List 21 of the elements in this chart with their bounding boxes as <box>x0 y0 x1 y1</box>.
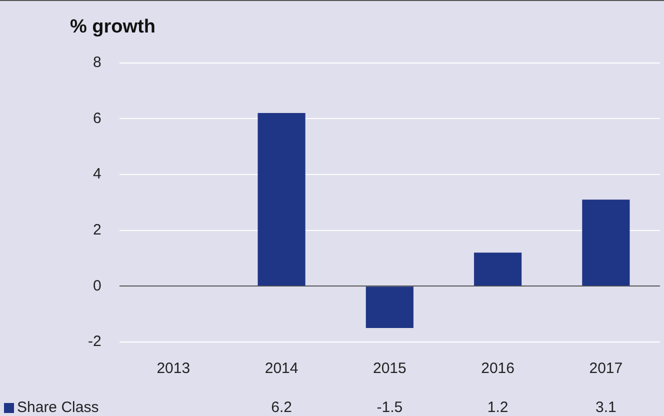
legend-label: Share Class <box>17 399 99 416</box>
bar <box>258 113 306 286</box>
y-tick-label: 2 <box>92 221 102 238</box>
y-tick-label: 6 <box>92 110 102 127</box>
bar <box>582 200 630 286</box>
data-label: 3.1 <box>596 399 616 416</box>
data-label: 6.2 <box>271 399 292 416</box>
x-tick-label: 2015 <box>372 360 406 378</box>
x-tick-label: 2016 <box>481 360 514 378</box>
bar <box>474 252 522 286</box>
chart-title: % growth <box>70 16 156 38</box>
y-tick-label: -2 <box>88 333 102 350</box>
y-tick-label: 0 <box>92 277 102 294</box>
x-tick-label: 2017 <box>589 360 623 378</box>
x-tick-label: 2013 <box>156 360 190 378</box>
y-tick-label: 4 <box>92 166 102 183</box>
y-tick-label: 8 <box>92 54 102 71</box>
data-label: 1.2 <box>487 399 508 416</box>
bar <box>366 286 414 328</box>
data-label: -1.5 <box>376 399 403 416</box>
x-tick-label: 2014 <box>264 360 298 378</box>
